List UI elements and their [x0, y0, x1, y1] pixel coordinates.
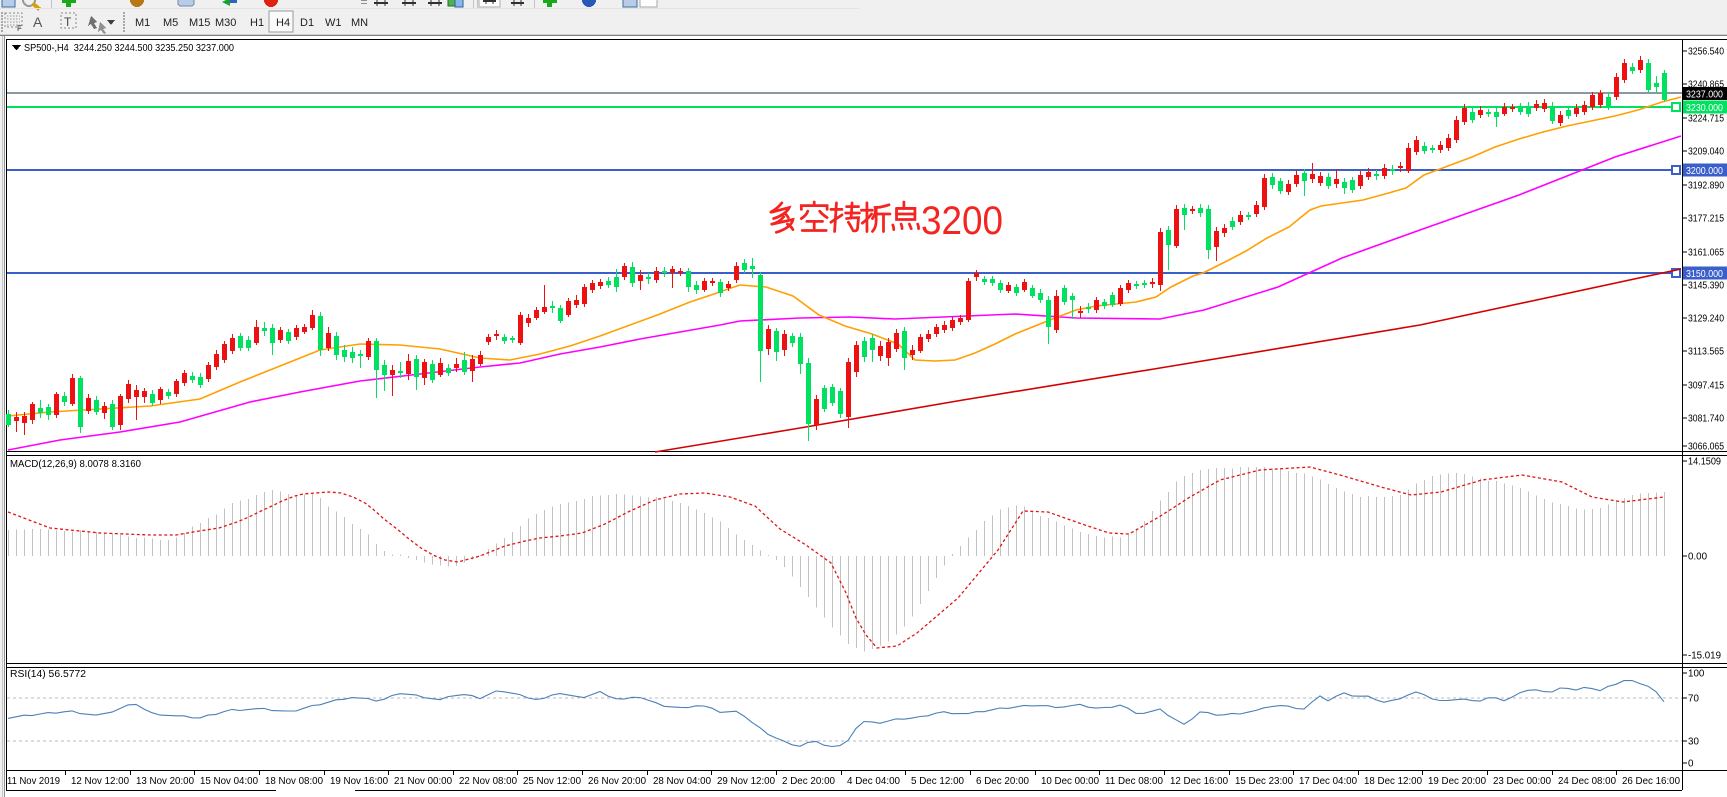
- svg-text:0.00: 0.00: [1688, 552, 1708, 563]
- svg-text:29 Nov 12:00: 29 Nov 12:00: [717, 776, 775, 787]
- svg-text:3145.390: 3145.390: [1688, 281, 1724, 292]
- svg-text:MN: MN: [351, 17, 368, 29]
- svg-text:T: T: [64, 15, 72, 29]
- svg-text:3097.415: 3097.415: [1688, 381, 1724, 392]
- svg-text:11 Nov 2019: 11 Nov 2019: [7, 776, 60, 787]
- svg-text:22 Nov 08:00: 22 Nov 08:00: [459, 776, 517, 787]
- svg-text:18 Dec 12:00: 18 Dec 12:00: [1364, 776, 1422, 787]
- svg-text:A: A: [33, 14, 43, 30]
- svg-text:3224.715: 3224.715: [1688, 114, 1724, 125]
- svg-text:15 Dec 23:00: 15 Dec 23:00: [1235, 776, 1293, 787]
- svg-text:3066.065: 3066.065: [1688, 442, 1724, 453]
- svg-text:12 Nov 12:00: 12 Nov 12:00: [71, 776, 129, 787]
- svg-text:3240.865: 3240.865: [1688, 80, 1724, 91]
- svg-text:3150.000: 3150.000: [1686, 269, 1723, 280]
- svg-text:25 Nov 12:00: 25 Nov 12:00: [523, 776, 581, 787]
- svg-text:3237.000: 3237.000: [1686, 90, 1723, 101]
- svg-text:H4: H4: [276, 17, 290, 29]
- svg-text:24 Dec 08:00: 24 Dec 08:00: [1558, 776, 1616, 787]
- svg-text:D1: D1: [300, 17, 314, 29]
- svg-text:M5: M5: [163, 17, 178, 29]
- svg-text:M30: M30: [215, 17, 236, 29]
- svg-text:3256.540: 3256.540: [1688, 47, 1724, 58]
- svg-text:5 Dec 12:00: 5 Dec 12:00: [911, 776, 964, 787]
- svg-text:13 Nov 20:00: 13 Nov 20:00: [136, 776, 194, 787]
- svg-text:26 Nov 20:00: 26 Nov 20:00: [588, 776, 646, 787]
- svg-text:SP500-,H4 3244.250 3244.500 3: SP500-,H4 3244.250 3244.500 3235.250 323…: [24, 42, 234, 54]
- svg-text:F: F: [17, 24, 22, 33]
- svg-text:19 Nov 16:00: 19 Nov 16:00: [330, 776, 388, 787]
- svg-text:12 Dec 16:00: 12 Dec 16:00: [1170, 776, 1228, 787]
- svg-text:3200.000: 3200.000: [1686, 166, 1723, 177]
- svg-text:3230.000: 3230.000: [1686, 103, 1723, 114]
- svg-text:-15.019: -15.019: [1688, 651, 1721, 662]
- svg-text:21 Nov 00:00: 21 Nov 00:00: [394, 776, 452, 787]
- svg-text:6 Dec 20:00: 6 Dec 20:00: [976, 776, 1029, 787]
- svg-text:23 Dec 00:00: 23 Dec 00:00: [1493, 776, 1551, 787]
- svg-text:26 Dec 16:00: 26 Dec 16:00: [1622, 776, 1680, 787]
- svg-text:70: 70: [1688, 694, 1699, 705]
- svg-text:MACD(12,26,9) 8.0078 8.3160: MACD(12,26,9) 8.0078 8.3160: [10, 459, 141, 470]
- svg-text:H1: H1: [250, 17, 264, 29]
- svg-text:M15: M15: [189, 17, 210, 29]
- svg-text:4 Dec 04:00: 4 Dec 04:00: [847, 776, 900, 787]
- svg-text:15 Nov 04:00: 15 Nov 04:00: [200, 776, 258, 787]
- svg-text:30: 30: [1688, 737, 1699, 748]
- svg-text:3177.215: 3177.215: [1688, 214, 1724, 225]
- svg-text:3200: 3200: [921, 199, 1003, 243]
- svg-text:19 Dec 20:00: 19 Dec 20:00: [1428, 776, 1486, 787]
- svg-text:2 Dec 20:00: 2 Dec 20:00: [782, 776, 835, 787]
- svg-text:3209.040: 3209.040: [1688, 147, 1724, 158]
- svg-text:RSI(14) 56.5772: RSI(14) 56.5772: [10, 669, 86, 680]
- svg-text:3161.065: 3161.065: [1688, 248, 1724, 259]
- svg-text:0: 0: [1688, 759, 1694, 770]
- svg-text:W1: W1: [325, 17, 342, 29]
- svg-text:11 Dec 08:00: 11 Dec 08:00: [1105, 776, 1163, 787]
- svg-text:3081.740: 3081.740: [1688, 414, 1724, 425]
- svg-text:100: 100: [1688, 669, 1705, 680]
- svg-text:28 Nov 04:00: 28 Nov 04:00: [653, 776, 711, 787]
- svg-text:3113.565: 3113.565: [1688, 347, 1724, 358]
- svg-text:14.1509: 14.1509: [1688, 457, 1721, 468]
- svg-text:M1: M1: [135, 17, 150, 29]
- svg-text:10 Dec 00:00: 10 Dec 00:00: [1041, 776, 1099, 787]
- svg-text:18 Nov 08:00: 18 Nov 08:00: [265, 776, 323, 787]
- svg-text:3192.890: 3192.890: [1688, 181, 1724, 192]
- svg-text:3129.240: 3129.240: [1688, 314, 1724, 325]
- svg-text:17 Dec 04:00: 17 Dec 04:00: [1299, 776, 1357, 787]
